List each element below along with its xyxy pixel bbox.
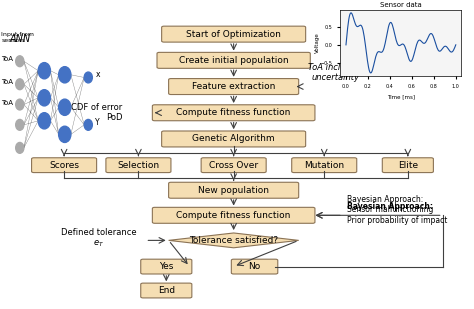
Text: Bayesian Approach:
Sensor malfunctioning
Prior probability of impact: Bayesian Approach: Sensor malfunctioning…	[347, 195, 448, 225]
FancyBboxPatch shape	[152, 207, 315, 223]
FancyBboxPatch shape	[162, 26, 306, 42]
Text: Yes: Yes	[159, 262, 173, 271]
Text: Feature extraction: Feature extraction	[192, 82, 275, 91]
Text: Selection: Selection	[118, 161, 159, 170]
Text: Scores: Scores	[49, 161, 79, 170]
Text: ToA including
uncertainty: ToA including uncertainty	[308, 63, 364, 82]
Text: CDF of error
PoD: CDF of error PoD	[71, 103, 122, 122]
Text: Compute fitness function: Compute fitness function	[176, 211, 291, 220]
Text: Compute fitness function: Compute fitness function	[176, 108, 291, 117]
FancyBboxPatch shape	[201, 158, 266, 173]
FancyBboxPatch shape	[162, 131, 306, 147]
FancyBboxPatch shape	[169, 182, 299, 198]
FancyBboxPatch shape	[231, 259, 278, 274]
Text: Bayesian Approach:: Bayesian Approach:	[347, 202, 433, 211]
FancyBboxPatch shape	[141, 283, 192, 298]
FancyBboxPatch shape	[383, 158, 433, 173]
FancyBboxPatch shape	[169, 78, 299, 95]
Text: New population: New population	[198, 186, 269, 195]
Text: Defined tolerance
$e_T$: Defined tolerance $e_T$	[61, 228, 137, 249]
FancyBboxPatch shape	[157, 52, 310, 68]
Text: Create initial population: Create initial population	[179, 56, 289, 65]
FancyBboxPatch shape	[32, 158, 97, 173]
FancyBboxPatch shape	[292, 158, 357, 173]
FancyBboxPatch shape	[152, 105, 315, 121]
FancyBboxPatch shape	[141, 259, 192, 274]
Text: Mutation: Mutation	[304, 161, 344, 170]
Text: Cross Over: Cross Over	[209, 161, 258, 170]
Text: End: End	[158, 286, 175, 295]
Polygon shape	[169, 233, 299, 248]
Text: Elite: Elite	[398, 161, 418, 170]
Text: Genetic Algorithm: Genetic Algorithm	[192, 134, 275, 143]
Text: Tolerance satisfied?: Tolerance satisfied?	[189, 236, 278, 245]
FancyBboxPatch shape	[106, 158, 171, 173]
Text: No: No	[248, 262, 261, 271]
Text: Start of Optimization: Start of Optimization	[186, 30, 281, 39]
